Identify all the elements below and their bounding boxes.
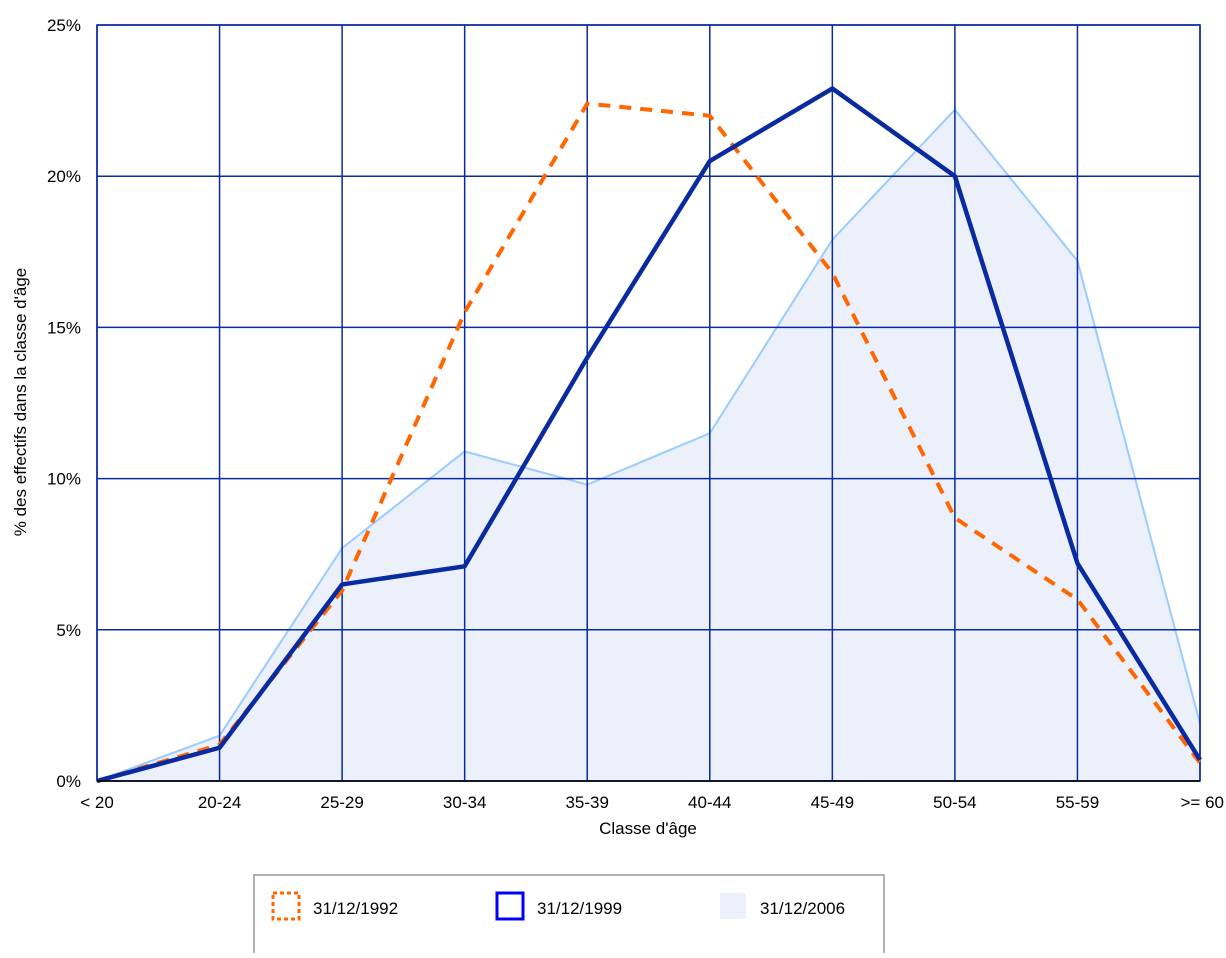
x-tick-label: 40-44 bbox=[688, 793, 731, 812]
axis-layer: 0% 5% 10% 15% 20% 25% < 20 20-24 25-29 30-34 35-39… bbox=[47, 16, 1224, 812]
legend-label: 31/12/1992 bbox=[313, 899, 398, 918]
legend-label: 31/12/2006 bbox=[760, 899, 845, 918]
legend-label: 31/12/1999 bbox=[537, 899, 622, 918]
y-axis-title: % des effectifs dans la classe d'âge bbox=[11, 268, 30, 536]
x-tick-label: 45-49 bbox=[811, 793, 854, 812]
x-tick-label: 25-29 bbox=[320, 793, 363, 812]
legend-box bbox=[253, 874, 885, 956]
area-fill-2006 bbox=[97, 109, 1200, 781]
area-outline-2006 bbox=[96, 108, 1201, 782]
y-tick-label: 15% bbox=[47, 318, 81, 337]
label-layer: Classe d'âge % des effectifs dans la cla… bbox=[11, 268, 697, 838]
series-line-1992 bbox=[96, 101, 1202, 783]
legend: 31/12/1992 31/12/1999 31/12/2006 bbox=[253, 874, 885, 956]
x-tick-label: 55-59 bbox=[1056, 793, 1099, 812]
x-tick-label: < 20 bbox=[80, 793, 114, 812]
legend-swatch-1999 bbox=[495, 891, 525, 921]
x-tick-label: >= 60 bbox=[1181, 793, 1225, 812]
x-tick-label: 20-24 bbox=[198, 793, 241, 812]
area-layer bbox=[96, 108, 1201, 782]
legend-swatch-1992 bbox=[271, 891, 301, 921]
y-tick-label: 25% bbox=[47, 16, 81, 35]
legend-swatch-2006 bbox=[720, 893, 746, 919]
x-tick-label: 30-34 bbox=[443, 793, 486, 812]
x-axis-title: Classe d'âge bbox=[599, 819, 697, 838]
y-tick-label: 0% bbox=[56, 772, 81, 791]
y-tick-label: 20% bbox=[47, 167, 81, 186]
line-layer bbox=[96, 86, 1202, 784]
y-tick-label: 10% bbox=[47, 470, 81, 489]
y-tick-label: 5% bbox=[56, 621, 81, 640]
x-tick-label: 35-39 bbox=[565, 793, 608, 812]
series-line-1999 bbox=[96, 86, 1202, 784]
x-tick-label: 50-54 bbox=[933, 793, 976, 812]
